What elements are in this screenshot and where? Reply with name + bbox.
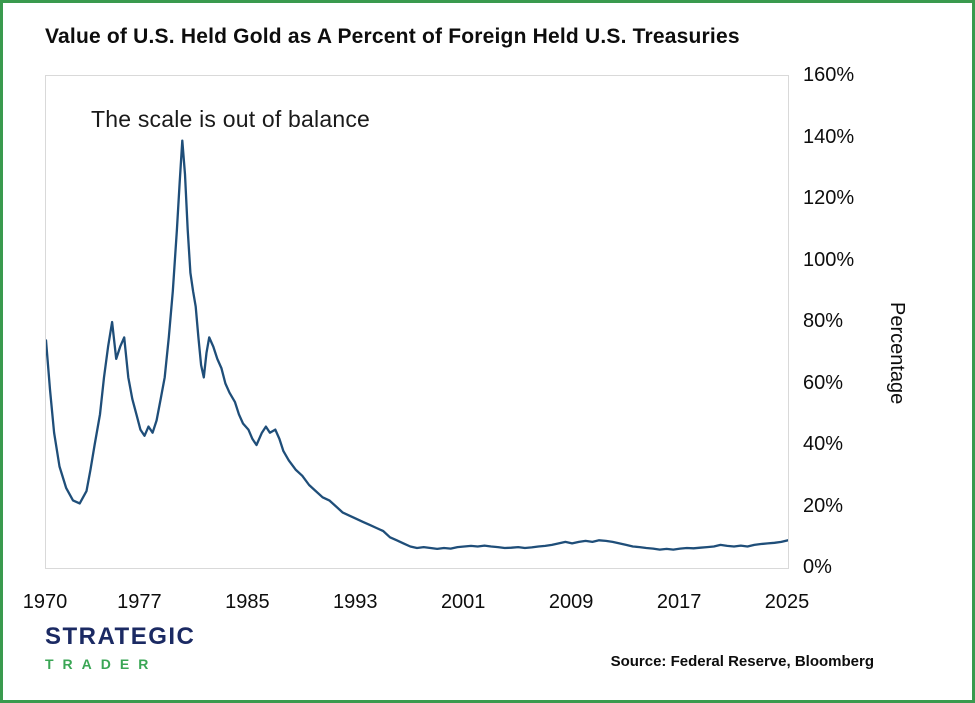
y-tick-label: 160% (803, 64, 855, 86)
y-tick-label: 20% (803, 494, 844, 517)
y-axis-title: Percentage (886, 301, 908, 405)
x-tick-label: 1977 (117, 591, 162, 613)
y-tick-label: 140% (803, 125, 855, 148)
brand-logo-subtitle: TRADER (45, 656, 158, 672)
y-tick-label: 120% (803, 187, 855, 209)
brand-logo: STRATEGIC TRADER (45, 623, 195, 672)
plot-area (45, 75, 789, 569)
x-tick-label: 2001 (440, 591, 486, 613)
x-tick-label: 2009 (548, 591, 594, 613)
x-tick-label: 1985 (225, 591, 270, 613)
y-tick-label: 0% (803, 556, 832, 578)
brand-logo-name: STRATEGIC (45, 623, 196, 650)
chart-title: Value of U.S. Held Gold as A Percent of … (45, 25, 740, 48)
x-axis: 1970 1977 1985 1993 2001 2009 2017 2025 (23, 591, 810, 617)
y-axis: 0% 20% 40% 60% 80% 100% 120% 140% 160% (803, 64, 878, 578)
x-tick-label: 1970 (22, 591, 68, 613)
y-tick-label: 40% (803, 433, 844, 455)
y-tick-label: 100% (803, 248, 855, 271)
source-attribution: Source: Federal Reserve, Bloomberg (610, 653, 874, 670)
y-tick-label: 80% (803, 310, 844, 332)
x-tick-label: 1993 (333, 591, 378, 613)
data-series-line (46, 139, 788, 551)
chart-annotation: The scale is out of balance (91, 106, 371, 132)
line-chart (46, 139, 788, 551)
x-tick-label: 2017 (656, 591, 702, 613)
x-tick-label: 2025 (764, 591, 810, 613)
y-tick-label: 60% (803, 371, 844, 394)
